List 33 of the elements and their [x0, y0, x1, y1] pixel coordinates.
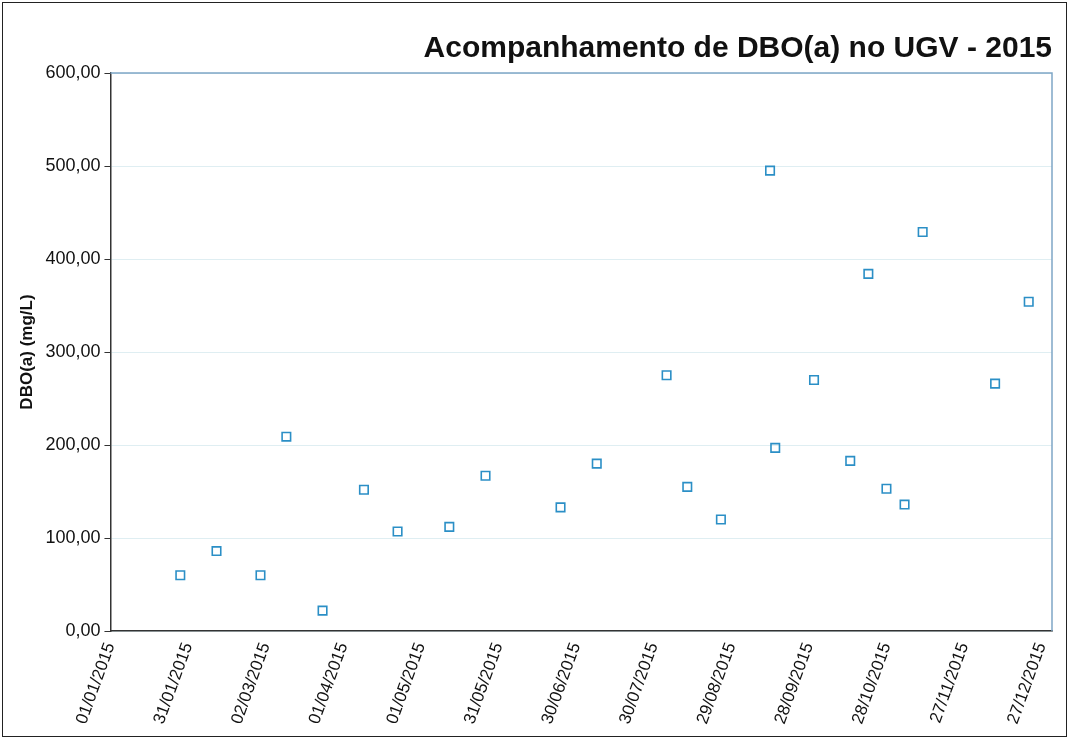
point — [917, 227, 928, 238]
point — [175, 570, 186, 581]
point — [715, 514, 726, 525]
point — [990, 378, 1001, 389]
y-tick-label: 500,00 — [45, 154, 101, 175]
point — [863, 268, 874, 279]
point — [845, 455, 856, 466]
point — [255, 570, 266, 581]
y-tick-label: 200,00 — [45, 434, 101, 455]
point — [808, 374, 820, 385]
point — [358, 484, 369, 495]
point — [317, 605, 328, 616]
point — [591, 458, 602, 469]
y-tick-label: 400,00 — [45, 247, 101, 268]
point — [881, 483, 892, 494]
point — [211, 546, 222, 557]
point — [392, 526, 403, 537]
point — [899, 499, 910, 510]
y-tick-label: 100,00 — [45, 527, 101, 548]
point — [444, 521, 455, 532]
y-axis-title: DBO(a) (mg/L) — [16, 294, 36, 410]
point — [770, 442, 781, 453]
point — [281, 431, 292, 442]
point — [1023, 296, 1034, 307]
point — [661, 370, 672, 381]
point — [555, 502, 566, 513]
y-tick-label: 0,00 — [65, 620, 101, 641]
point — [682, 481, 693, 492]
y-tick-label: 300,00 — [45, 341, 101, 361]
point — [480, 470, 491, 481]
chart-title: Acompanhamento de DBO(a) no UGV - 2015 — [423, 30, 1052, 64]
point — [765, 165, 776, 176]
y-tick-label: 600,00 — [45, 61, 101, 82]
